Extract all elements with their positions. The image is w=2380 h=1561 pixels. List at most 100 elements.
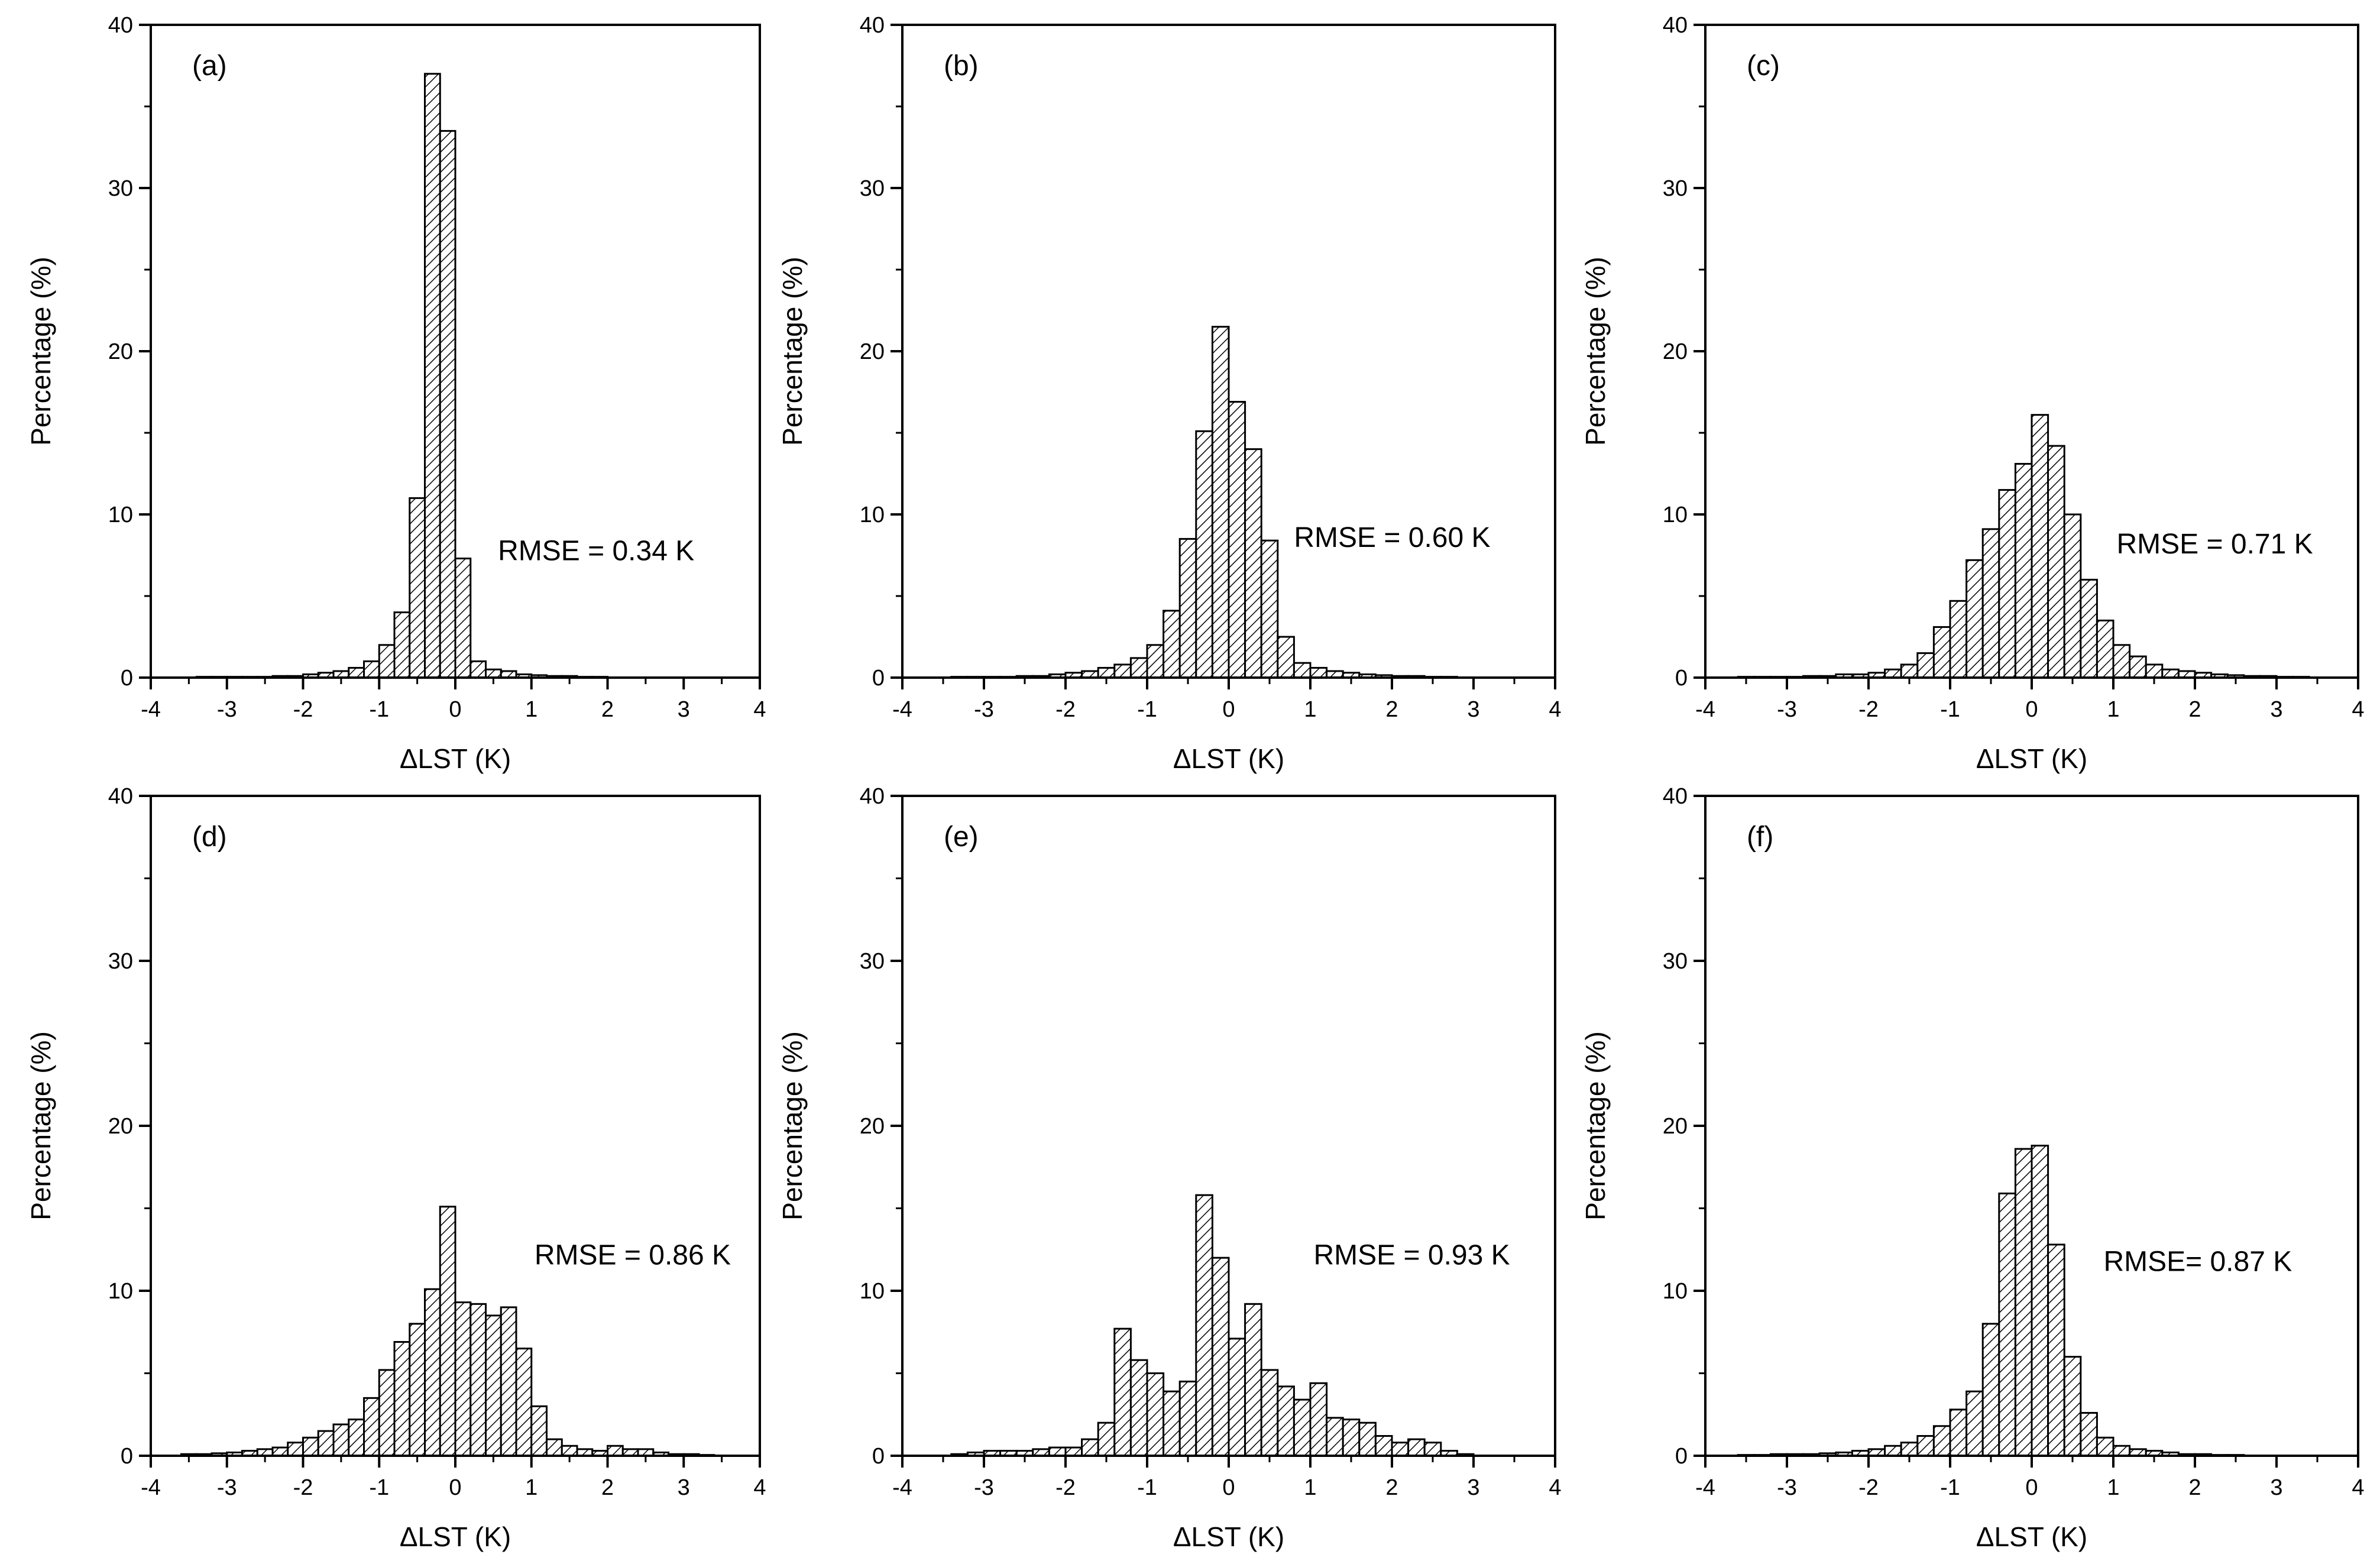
histogram-bar: [1326, 1417, 1344, 1457]
histogram-bars: [195, 73, 608, 679]
histogram-bar: [409, 497, 426, 679]
histogram-bar: [2145, 663, 2164, 679]
histogram-bar: [1407, 1438, 1426, 1457]
x-axis-title: ΔLST (K): [400, 1521, 511, 1552]
x-tick-label: 3: [678, 1475, 690, 1500]
histogram-bar: [1342, 1418, 1361, 1457]
x-tick-label: 3: [2270, 1475, 2282, 1500]
panel-label: (c): [1747, 50, 1780, 82]
histogram-bars: [180, 1206, 715, 1457]
histogram-bar: [2096, 1436, 2115, 1457]
histogram-bar: [348, 1418, 365, 1457]
histogram-bar: [2080, 578, 2098, 679]
histogram-bar: [1113, 663, 1132, 679]
histogram-bar: [1277, 636, 1295, 679]
x-tick-label: 4: [2352, 1475, 2364, 1500]
x-tick-label: -4: [141, 1475, 161, 1500]
histogram-bar: [1309, 1382, 1328, 1457]
y-tick-label: 40: [1663, 13, 1688, 38]
x-tick-label: 1: [525, 697, 537, 722]
histogram-bar: [2014, 1148, 2033, 1457]
y-tick-label: 0: [1675, 666, 1688, 691]
histogram-bar: [546, 1438, 563, 1457]
x-tick-label: 1: [1304, 1475, 1316, 1500]
histogram-bar: [1916, 1435, 1935, 1457]
y-tick-label: 40: [1663, 784, 1688, 809]
x-tick-label: 1: [2107, 697, 2119, 722]
y-axis-title: Percentage (%): [25, 1031, 56, 1220]
histogram-bar: [485, 1314, 502, 1457]
x-tick-label: 0: [449, 697, 461, 722]
x-tick-label: -3: [1777, 1475, 1797, 1500]
y-tick-label: 30: [860, 176, 885, 201]
x-axis-title: ΔLST (K): [1976, 743, 2087, 774]
x-tick-label: 2: [2188, 1475, 2201, 1500]
histogram-bar: [1932, 1425, 1951, 1457]
x-tick-label: -2: [1055, 1475, 1076, 1500]
panel-label: (f): [1747, 821, 1773, 853]
histogram-bar: [1965, 559, 1984, 679]
x-tick-label: 3: [1467, 697, 1479, 722]
histogram-bar: [1391, 1442, 1410, 1457]
y-tick-label: 10: [108, 503, 133, 527]
x-tick-label: -2: [293, 1475, 313, 1500]
histogram-bar: [1293, 1398, 1312, 1457]
histogram-bar: [1981, 528, 2000, 679]
panel-label: (b): [944, 50, 979, 82]
x-tick-label: 1: [2107, 1475, 2119, 1500]
rmse-annotation: RMSE = 0.71 K: [2117, 529, 2313, 560]
y-tick-label: 20: [108, 1114, 133, 1139]
histogram-bar: [1129, 657, 1148, 679]
x-tick-label: -1: [369, 697, 389, 722]
histogram-bar: [1163, 610, 1181, 679]
histogram-bar: [2063, 1356, 2082, 1457]
histogram-bar: [2129, 655, 2147, 679]
x-tick-label: 4: [753, 1475, 766, 1500]
histogram-bar: [1064, 1446, 1083, 1457]
x-tick-label: -2: [1858, 697, 1879, 722]
histogram-bar: [1358, 1421, 1377, 1457]
histogram-bars: [950, 326, 1458, 679]
x-tick-label: -3: [217, 697, 237, 722]
histogram-bar: [1146, 644, 1165, 679]
histogram-bar: [378, 644, 396, 679]
histogram-bar: [317, 1430, 335, 1457]
x-tick-label: -2: [1055, 697, 1076, 722]
histogram-bar: [348, 666, 365, 679]
y-tick-label: 20: [860, 1114, 885, 1139]
histogram-bar: [1884, 1445, 1902, 1457]
x-tick-label: 4: [753, 697, 766, 722]
x-tick-label: 3: [1467, 1475, 1479, 1500]
x-tick-label: -1: [1940, 1475, 1960, 1500]
y-tick-label: 0: [872, 666, 885, 691]
x-tick-label: -3: [974, 1475, 994, 1500]
histogram-bar: [469, 660, 487, 679]
histogram-bar: [1048, 1446, 1067, 1457]
y-axis-title: Percentage (%): [777, 257, 808, 446]
histogram-bar: [424, 73, 441, 679]
histogram-bar: [2063, 513, 2082, 679]
histogram-bar: [1113, 1327, 1132, 1457]
histogram-bar: [271, 1446, 289, 1457]
y-tick-label: 40: [860, 784, 885, 809]
x-tick-label: -1: [1137, 1475, 1157, 1500]
histogram-bar: [1949, 1408, 1968, 1457]
histogram-bar: [1900, 1442, 1919, 1457]
x-tick-label: 3: [678, 697, 690, 722]
histogram-bar: [363, 1397, 380, 1457]
histogram-bar: [1211, 326, 1230, 679]
rmse-annotation: RMSE = 0.86 K: [535, 1239, 731, 1271]
y-tick-label: 20: [860, 339, 885, 364]
x-tick-label: -1: [1137, 697, 1157, 722]
x-tick-label: 4: [2352, 697, 2364, 722]
histogram-bar: [1965, 1390, 1984, 1457]
histogram-bar: [2112, 1445, 2131, 1457]
y-tick-label: 10: [1663, 503, 1688, 527]
y-tick-label: 10: [108, 1279, 133, 1304]
x-tick-label: -3: [974, 697, 994, 722]
x-tick-label: 4: [1549, 697, 1561, 722]
